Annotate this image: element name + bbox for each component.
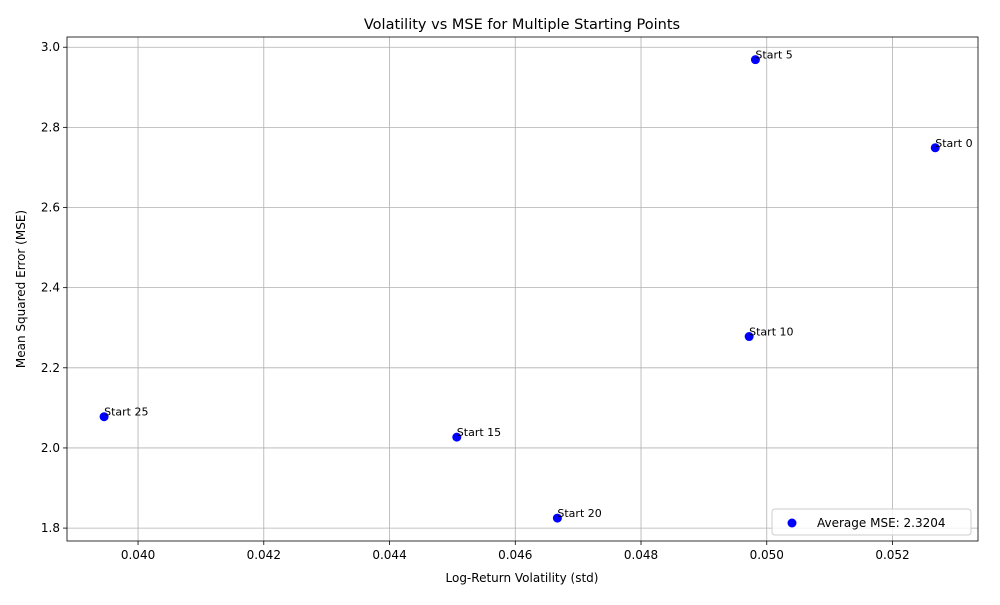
y-axis-label: Mean Squared Error (MSE)	[14, 210, 28, 368]
data-point	[552, 513, 562, 523]
point-label: Start 5	[755, 49, 792, 62]
point-label: Start 10	[749, 326, 793, 339]
x-tick-label: 0.044	[372, 548, 406, 562]
data-point	[744, 332, 754, 342]
x-tick-label: 0.052	[875, 548, 909, 562]
legend: Average MSE: 2.3204	[771, 508, 972, 536]
point-label: Start 25	[104, 406, 148, 419]
y-tick-label: 2.6	[41, 201, 60, 215]
chart-title: Volatility vs MSE for Multiple Starting …	[364, 17, 680, 33]
y-axis-ticks: 1.8 2.0 2.2 2.4 2.6 2.8 3.0	[41, 40, 67, 535]
x-tick-label: 0.048	[624, 548, 658, 562]
legend-marker	[787, 518, 797, 528]
x-axis-label: Log-Return Volatility (std)	[446, 571, 599, 585]
x-tick-label: 0.050	[750, 548, 784, 562]
x-tick-label: 0.040	[121, 548, 155, 562]
point-label: Start 20	[557, 507, 601, 520]
y-tick-label: 2.2	[41, 361, 60, 375]
data-points: Start 0 Start 5 Start 10 Start 15 Start 20 St…	[99, 49, 973, 523]
data-point	[452, 432, 462, 442]
point-label: Start 15	[457, 426, 501, 439]
data-point	[99, 412, 109, 422]
data-point	[930, 143, 940, 153]
x-tick-label: 0.046	[498, 548, 532, 562]
y-tick-label: 2.8	[41, 120, 60, 134]
x-axis-ticks: 0.040 0.042 0.044 0.046 0.048 0.050 0.052	[121, 541, 910, 562]
y-tick-label: 3.0	[41, 40, 60, 54]
grid	[67, 37, 978, 541]
legend-label: Average MSE: 2.3204	[817, 516, 946, 530]
data-point	[750, 55, 760, 65]
y-tick-label: 2.4	[41, 281, 60, 295]
point-label: Start 0	[935, 137, 972, 150]
y-tick-label: 1.8	[41, 521, 60, 535]
plot-frame	[66, 36, 979, 542]
y-tick-label: 2.0	[41, 441, 60, 455]
legend-box	[771, 508, 972, 536]
x-tick-label: 0.042	[247, 548, 281, 562]
